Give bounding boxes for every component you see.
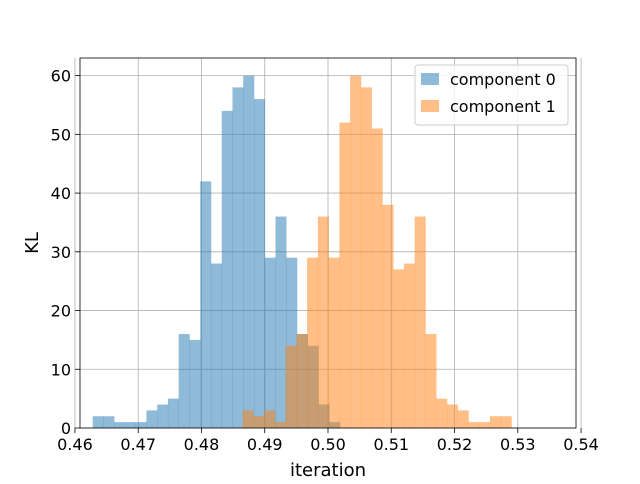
bar-component-0 [135, 422, 147, 428]
bar-component-0 [275, 216, 287, 428]
bar-component-1 [425, 334, 437, 428]
bar-component-1 [468, 422, 480, 428]
bar-component-0 [92, 416, 104, 428]
bar-component-1 [393, 269, 405, 428]
x-tick-label: 0.49 [247, 435, 283, 454]
ticks-layer: 0.46 0.47 0.48 0.49 0.50 0.51 0.52 0.53 0.54 0 10 2… [51, 67, 599, 454]
legend: component 0 component 1 [414, 64, 569, 126]
bar-component-1 [403, 263, 415, 428]
bar-component-0 [232, 87, 244, 428]
bar-component-1 [457, 410, 469, 428]
legend-label-component-0: component 0 [450, 70, 556, 89]
bar-component-1 [339, 122, 351, 428]
bar-component-0 [178, 334, 190, 428]
y-tick-label: 30 [51, 243, 71, 262]
x-tick-label: 0.54 [563, 435, 599, 454]
bar-component-1 [500, 416, 512, 428]
legend-swatch-component-1 [421, 100, 439, 112]
bar-component-1 [285, 345, 297, 428]
x-tick-label: 0.52 [437, 435, 473, 454]
x-tick-label: 0.53 [500, 435, 536, 454]
bar-component-0 [264, 257, 276, 428]
y-tick-label: 50 [51, 125, 71, 144]
y-tick-label: 10 [51, 360, 71, 379]
bar-component-1 [414, 216, 426, 428]
bar-component-1 [253, 416, 265, 428]
legend-label-component-1: component 1 [450, 97, 556, 116]
x-tick-label: 0.50 [310, 435, 346, 454]
x-tick-label: 0.47 [120, 435, 156, 454]
bar-component-1 [242, 410, 254, 428]
bar-component-0 [253, 99, 266, 428]
bar-component-1 [489, 416, 502, 428]
y-axis-label: KL [22, 232, 43, 254]
y-tick-label: 60 [51, 67, 71, 86]
bar-component-0 [167, 398, 179, 428]
bar-component-1 [479, 422, 491, 428]
y-tick-label: 20 [51, 302, 71, 321]
bar-component-1 [436, 398, 448, 428]
bar-component-0 [124, 422, 136, 428]
bar-component-1 [382, 204, 394, 428]
bar-component-0 [200, 181, 212, 428]
bar-component-0 [157, 404, 169, 428]
bars-layer [92, 75, 512, 428]
bar-component-1 [264, 410, 276, 428]
legend-swatch-component-0 [421, 73, 439, 85]
x-tick-label: 0.51 [373, 435, 409, 454]
bar-component-1 [274, 422, 286, 428]
bar-component-0 [189, 339, 201, 428]
bar-component-0 [103, 416, 115, 428]
bar-component-1 [360, 87, 372, 428]
bar-component-1 [446, 404, 458, 428]
x-tick-label: 0.48 [184, 435, 220, 454]
legend-box [414, 64, 569, 126]
bar-component-1 [328, 257, 340, 428]
bar-component-1 [307, 257, 319, 428]
bar-component-1 [371, 128, 383, 428]
x-axis-label: iteration [290, 460, 366, 480]
bar-component-0 [243, 75, 255, 428]
bar-component-0 [210, 263, 223, 428]
bar-component-0 [146, 410, 158, 428]
y-tick-label: 40 [51, 184, 71, 203]
bar-component-1 [296, 334, 308, 428]
bar-component-1 [350, 75, 362, 428]
bar-component-0 [286, 257, 298, 428]
y-tick-label: 0 [61, 419, 71, 438]
x-tick-label: 0.46 [57, 435, 93, 454]
bar-component-0 [114, 422, 126, 428]
bar-component-0 [221, 110, 233, 428]
bar-component-1 [317, 216, 329, 428]
